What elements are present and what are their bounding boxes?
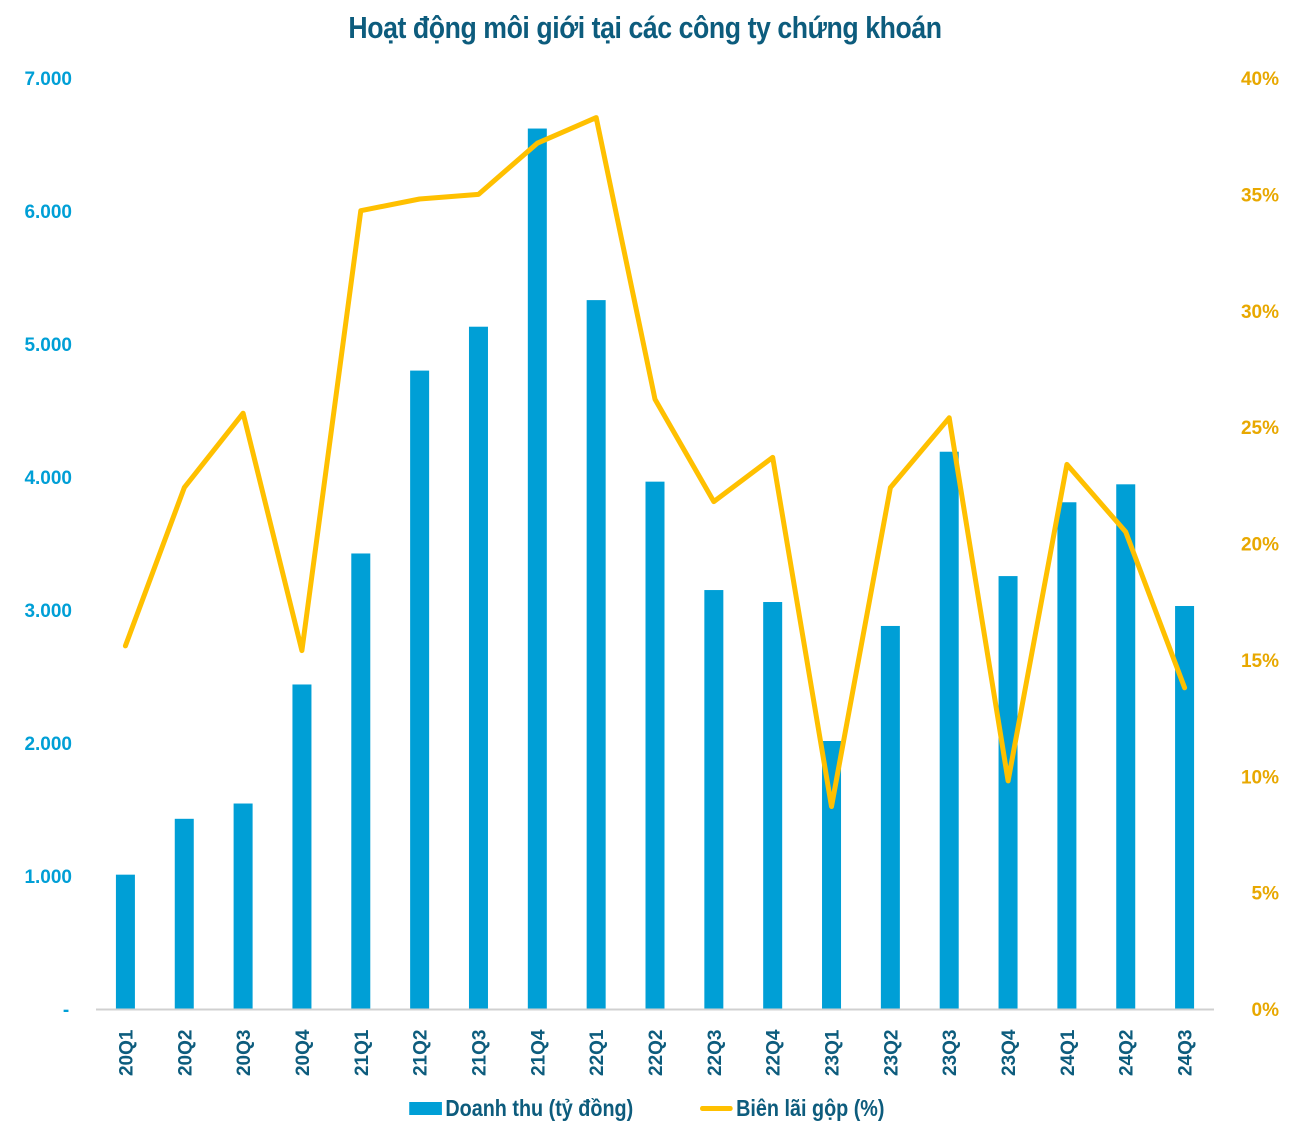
legend: Doanh thu (tỷ đồng) Biên lãi gộp (%) [0,1095,1290,1122]
bar-21Q1 [351,553,371,1009]
bar-23Q3 [939,451,959,1010]
right-tick-label: 5% [1252,884,1280,905]
chart-title: Hoạt động môi giới tại các công ty chứng… [348,10,942,45]
bar-20Q4 [292,684,312,1009]
legend-swatch-bar [408,1102,442,1115]
right-tick-label: 0% [1252,1000,1280,1021]
bar-20Q3 [233,803,253,1009]
bar-23Q4 [998,576,1018,1009]
bar-24Q1 [1057,502,1077,1009]
bar-21Q2 [410,370,430,1010]
right-tick-label: 20% [1241,535,1279,556]
right-tick-label: 30% [1241,302,1279,323]
left-tick-label: 4.000 [24,468,72,489]
bar-21Q4 [527,128,547,1010]
left-tick-label: - [63,1000,69,1021]
left-tick-label: 7.000 [24,69,72,90]
bar-20Q2 [174,818,194,1009]
x-tick-label: 24Q2 [1117,1030,1138,1076]
bar-23Q1 [822,741,842,1009]
bar-series [115,128,1195,1010]
bar-23Q2 [880,625,900,1009]
legend-swatch-line [699,1106,733,1111]
x-tick-label: 22Q3 [705,1030,726,1076]
bar-21Q3 [468,326,488,1010]
x-tick-label: 20Q3 [234,1030,255,1076]
bar-24Q3 [1175,606,1195,1009]
x-tick-label: 22Q1 [587,1029,608,1076]
x-tick-label: 22Q2 [646,1030,667,1076]
right-tick-label: 35% [1241,185,1279,206]
right-axis: 0% 5% 10% 15% 20% 25% 30% 35% 40% [1241,69,1279,1021]
left-tick-label: 1.000 [24,867,72,888]
legend-item-margin[interactable]: Biên lãi gộp (%) [699,1095,885,1122]
x-tick-label: 23Q1 [823,1029,844,1076]
x-tick-label: 20Q1 [116,1029,137,1076]
right-tick-label: 25% [1241,418,1279,439]
legend-item-revenue[interactable]: Doanh thu (tỷ đồng) [408,1095,633,1122]
left-tick-label: 5.000 [24,335,72,356]
x-tick-label: 23Q2 [881,1030,902,1076]
legend-label-margin: Biên lãi gộp (%) [736,1095,885,1121]
x-tick-label: 23Q4 [999,1029,1020,1076]
x-tick-label: 24Q3 [1176,1030,1197,1076]
left-axis: - 1.000 2.000 3.000 4.000 5.000 6.000 7.000 [24,69,72,1021]
left-tick-label: 3.000 [24,601,72,622]
right-tick-label: 15% [1241,651,1279,672]
x-tick-label: 24Q1 [1058,1029,1079,1076]
x-tick-label: 21Q1 [352,1029,373,1076]
bar-20Q1 [115,874,135,1009]
left-tick-label: 6.000 [24,202,72,223]
bar-22Q1 [586,300,606,1009]
x-tick-label: 20Q4 [293,1029,314,1076]
bar-22Q4 [763,602,783,1009]
right-tick-label: 40% [1241,69,1279,90]
line-series [122,115,1188,809]
left-tick-label: 2.000 [24,734,72,755]
x-tick-label: 23Q3 [940,1030,961,1076]
legend-label-revenue: Doanh thu (tỷ đồng) [444,1095,633,1121]
x-tick-label: 21Q3 [469,1030,490,1076]
x-tick-label: 20Q2 [175,1030,196,1076]
x-axis: 20Q1 20Q2 20Q3 20Q4 21Q1 21Q2 21Q3 21Q4 22Q1 22Q2… [116,1029,1196,1076]
right-tick-label: 10% [1241,767,1279,788]
bar-22Q3 [704,590,724,1009]
bar-22Q2 [645,481,665,1009]
bar-24Q2 [1116,484,1136,1009]
x-tick-label: 21Q4 [528,1029,549,1076]
x-tick-label: 22Q4 [764,1029,785,1076]
x-tick-label: 21Q2 [411,1030,432,1076]
